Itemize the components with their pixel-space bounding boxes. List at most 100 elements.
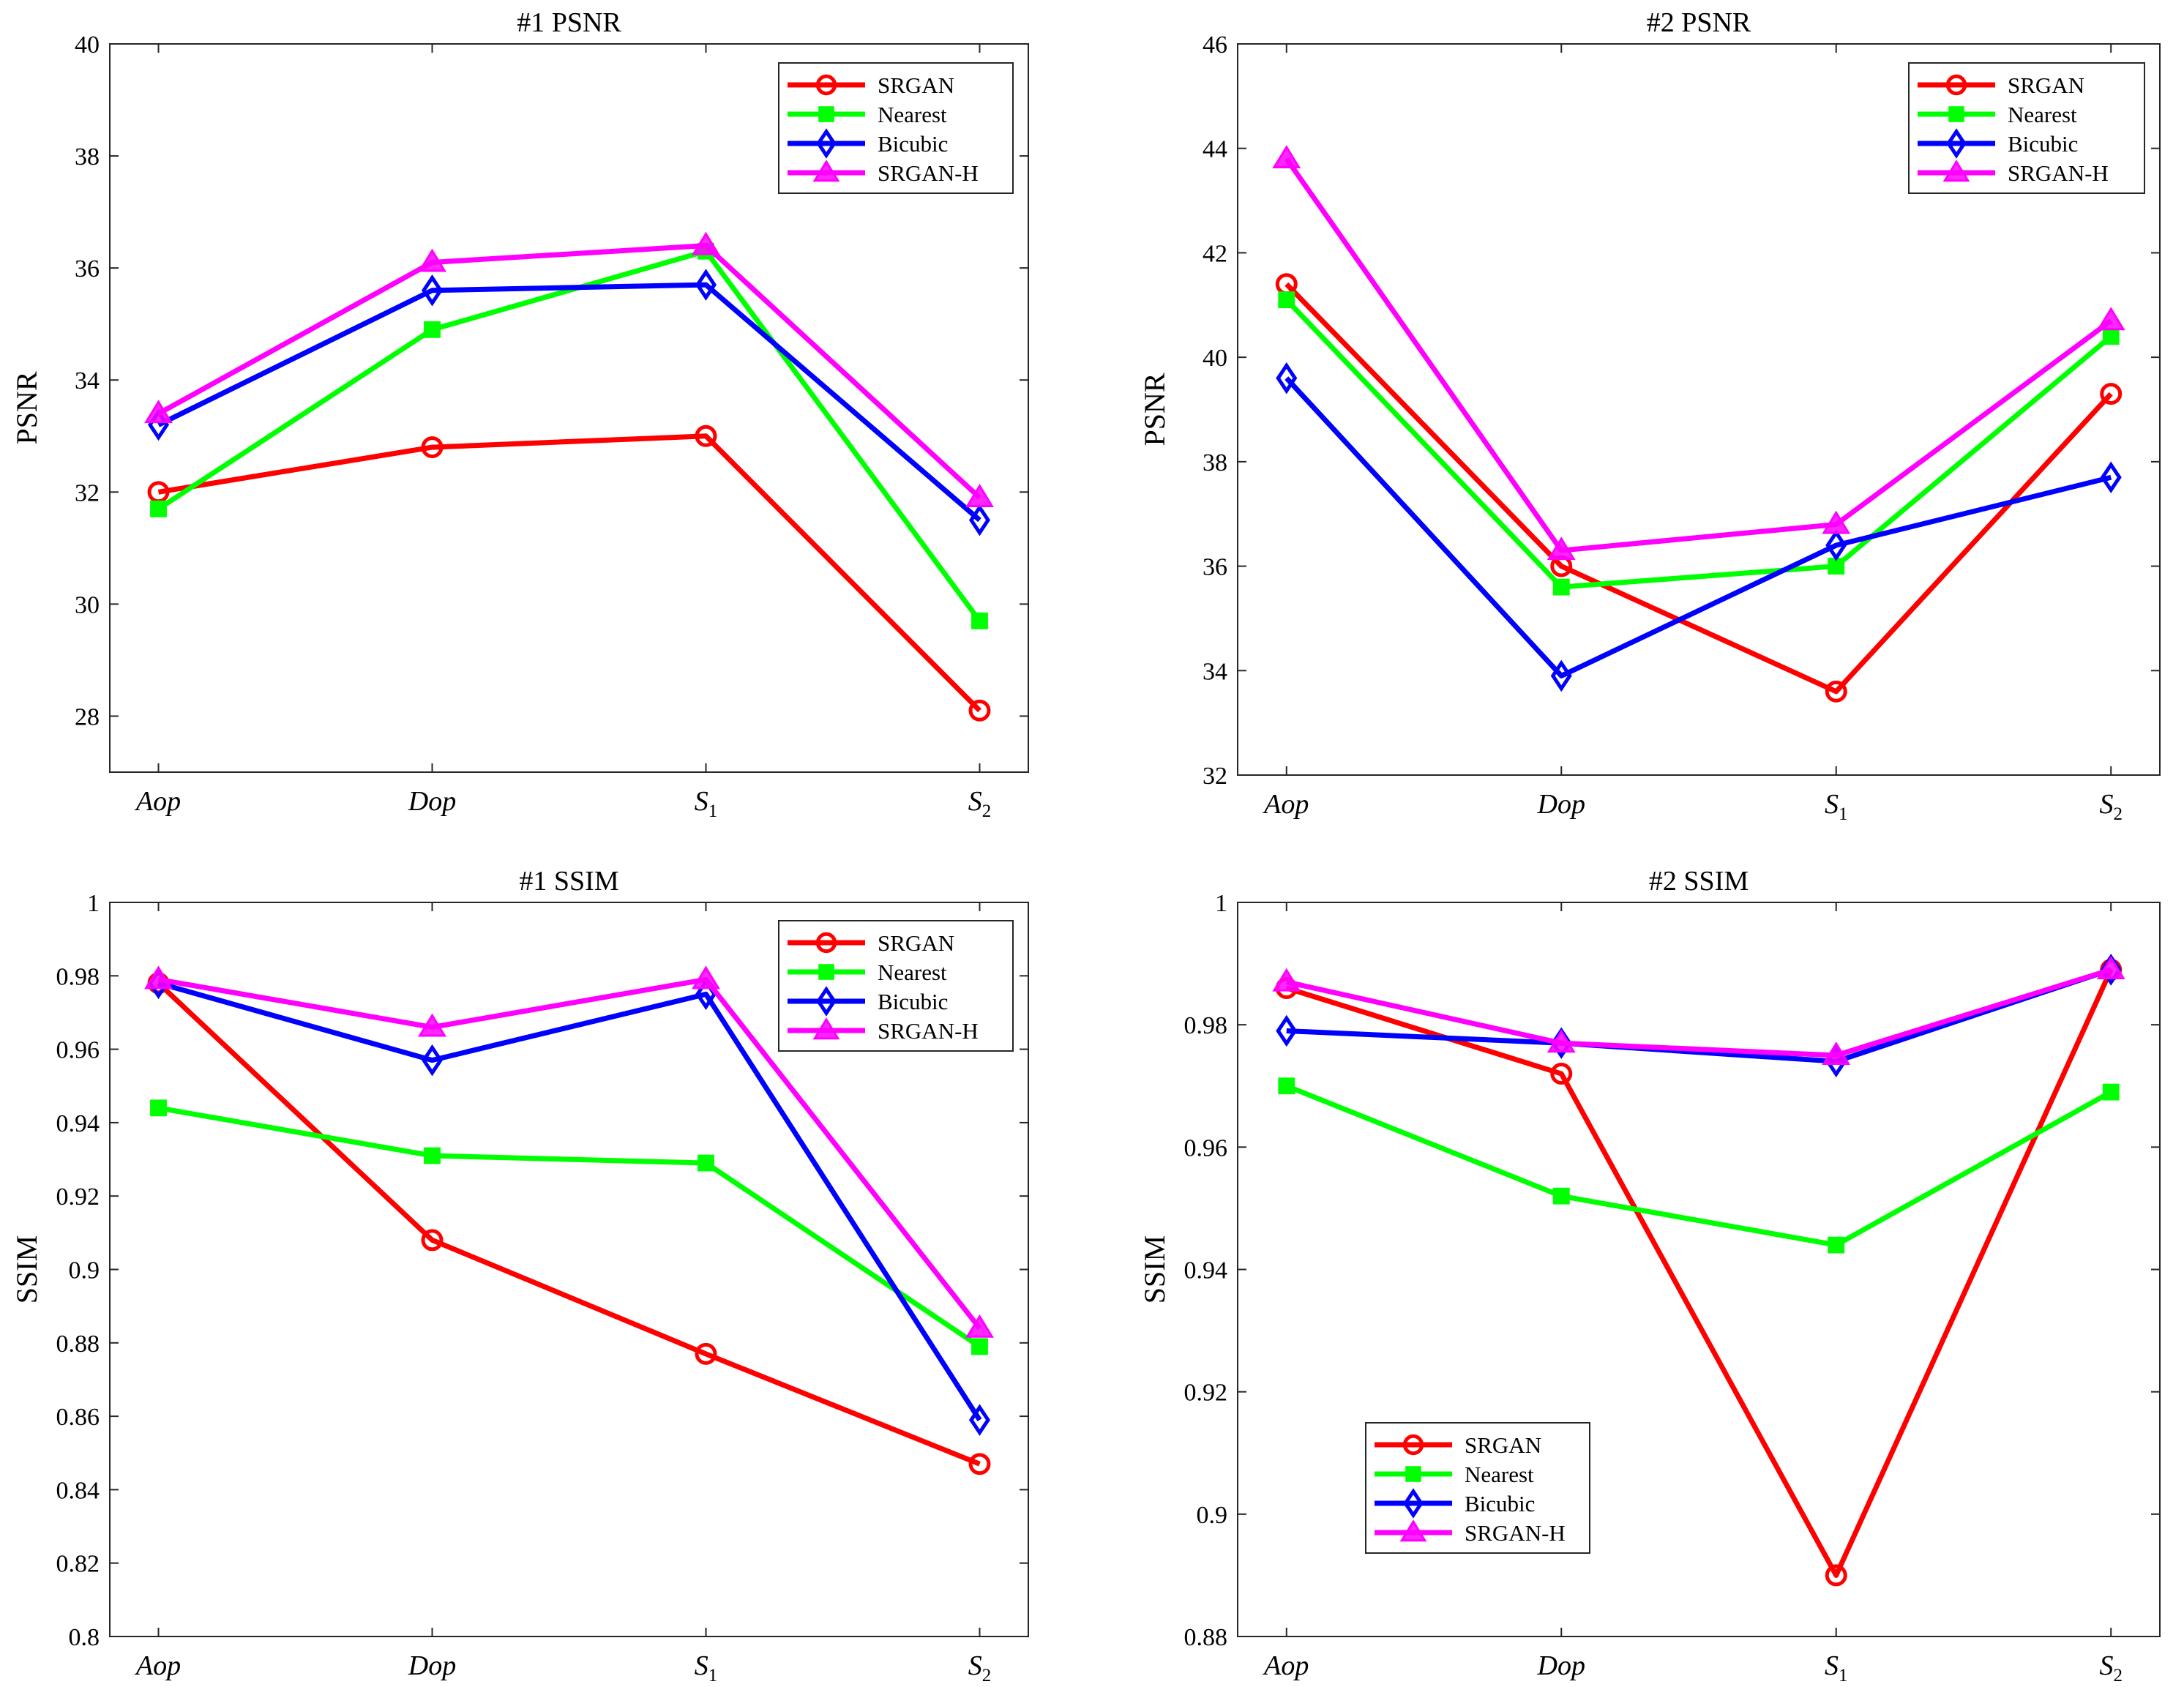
series-bicubic — [147, 269, 991, 536]
legend-label: SRGAN-H — [1465, 1520, 1566, 1546]
x-tick-label: Aop — [134, 786, 181, 817]
chart-3: 0.8 0.82 0.84 0.86 0.88 0.9 0.92 0.94 0.96 0.98 1 A… — [10, 866, 1029, 1686]
y-tick-label: 40 — [1203, 345, 1227, 372]
series-srgan-h — [144, 231, 994, 507]
legend-marker — [1402, 1434, 1424, 1456]
legend-marker — [1948, 106, 1964, 122]
data-point — [1278, 291, 1295, 309]
series-srgan-h — [1272, 145, 2125, 561]
legend-marker — [1405, 1466, 1421, 1482]
legend-marker — [816, 986, 837, 1017]
legend-label: SRGAN — [878, 72, 954, 98]
legend: SRGAN Nearest Bicubic SRGAN-H — [1365, 1422, 1590, 1554]
y-tick-label: 36 — [75, 255, 100, 283]
series-line — [157, 980, 982, 1422]
series-line — [1285, 1083, 2112, 1248]
x-tick-label: S2 — [968, 786, 992, 821]
legend-label: SRGAN — [878, 930, 954, 956]
legend-label: Nearest — [2008, 102, 2077, 127]
x-tick-label-main: S — [2099, 1650, 2113, 1681]
data-point — [971, 1338, 988, 1355]
data-point — [695, 424, 717, 447]
y-tick-label: 34 — [1203, 658, 1227, 685]
series-line — [1285, 968, 2114, 1578]
data-point — [1272, 145, 1301, 169]
x-tick-label: Aop — [1262, 1650, 1309, 1681]
legend-label: SRGAN — [2008, 72, 2084, 98]
y-tick-label: 0.94 — [56, 1110, 100, 1137]
series-line — [1284, 157, 2113, 553]
legend-label: Nearest — [1465, 1462, 1534, 1487]
chart-title: #2 SSIM — [1649, 866, 1749, 897]
y-tick-label: 0.98 — [56, 963, 100, 990]
x-tick-label-subscript: 1 — [708, 1666, 718, 1686]
y-tick-label: 0.9 — [1197, 1502, 1228, 1529]
series-nearest — [150, 1099, 988, 1355]
data-point — [692, 965, 720, 990]
y-axis-label: PSNR — [10, 371, 43, 444]
x-tick-label: S2 — [2099, 789, 2123, 824]
series-line — [1284, 282, 2113, 695]
y-tick-label: 0.96 — [1184, 1134, 1228, 1162]
legend-label: SRGAN-H — [878, 160, 979, 186]
legend-label: SRGAN-H — [878, 1018, 979, 1044]
x-tick-label: S2 — [968, 1650, 992, 1686]
y-tick-label: 0.9 — [69, 1257, 100, 1284]
x-tick-label: S1 — [695, 1650, 718, 1686]
legend-label: Bicubic — [1465, 1491, 1535, 1516]
legend-label: Bicubic — [2008, 131, 2078, 157]
x-tick-label-subscript: 1 — [1839, 804, 1848, 824]
data-point — [1278, 1077, 1295, 1095]
x-tick-label-main: S — [968, 786, 982, 817]
y-tick-label: 44 — [1203, 136, 1227, 163]
x-tick-label-main: Aop — [1262, 1650, 1309, 1681]
x-tick-label-main: Dop — [408, 1650, 456, 1681]
x-tick-label-subscript: 2 — [982, 801, 992, 821]
series-nearest — [1278, 1077, 2120, 1254]
legend-marker — [1945, 74, 1967, 96]
y-tick-label: 1 — [87, 890, 100, 917]
y-tick-label: 1 — [1215, 890, 1227, 917]
data-point — [1547, 536, 1576, 561]
legend-marker — [818, 106, 834, 122]
series-line — [157, 282, 981, 523]
legend-label: Nearest — [878, 102, 947, 127]
x-tick-label-subscript: 1 — [708, 801, 718, 821]
y-tick-label: 34 — [75, 367, 100, 394]
data-point — [968, 1404, 991, 1436]
y-tick-label: 38 — [75, 143, 100, 171]
legend: SRGAN Nearest Bicubic SRGAN-H — [778, 62, 1014, 194]
legend-marker — [815, 74, 837, 96]
x-tick-label: Aop — [1262, 789, 1309, 820]
y-axis-label: SSIM — [10, 1235, 43, 1303]
series-line — [157, 976, 982, 1330]
data-point — [965, 484, 994, 507]
y-tick-label: 30 — [75, 591, 100, 618]
series-bicubic — [1276, 954, 2122, 1078]
series-bicubic — [1276, 362, 2122, 692]
data-point — [968, 1453, 991, 1475]
x-tick-label: S1 — [1825, 789, 1848, 824]
series-line — [157, 1105, 981, 1349]
data-point — [418, 1013, 446, 1037]
series-line — [157, 981, 981, 1467]
y-tick-label: 42 — [1203, 240, 1227, 267]
legend-marker — [1399, 1519, 1427, 1542]
series-line — [1284, 298, 2113, 590]
legend-label: SRGAN — [1465, 1432, 1541, 1458]
x-tick-label-subscript: 2 — [982, 1666, 992, 1686]
data-point — [1547, 1029, 1576, 1053]
plot-area-frame — [1237, 43, 2161, 776]
legend-marker — [1403, 1488, 1424, 1519]
data-point — [150, 1099, 167, 1117]
x-tick-label-main: S — [2099, 789, 2113, 820]
series-srgan — [147, 972, 991, 1475]
series-srgan-h — [144, 965, 994, 1338]
series-srgan — [147, 424, 991, 722]
y-tick-label: 32 — [75, 479, 100, 506]
y-tick-label: 0.8 — [69, 1624, 100, 1651]
x-tick-label-main: S — [1825, 789, 1839, 820]
series-line — [1286, 967, 2112, 1064]
series-line — [157, 433, 981, 713]
